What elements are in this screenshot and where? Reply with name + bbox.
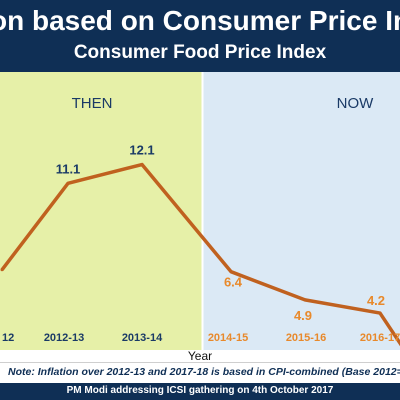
page-title: on based on Consumer Price Indice bbox=[0, 5, 400, 36]
data-point bbox=[303, 298, 307, 302]
data-label: 4.9 bbox=[294, 308, 312, 323]
header-bar: on based on Consumer Price Indice Consum… bbox=[0, 0, 400, 72]
then-panel bbox=[0, 72, 202, 350]
x-tick-label: 2012-13 bbox=[44, 332, 84, 344]
x-tick-label: 2015-16 bbox=[286, 332, 326, 344]
x-tick-label: 12 bbox=[2, 332, 14, 344]
data-point bbox=[0, 268, 4, 272]
page-subtitle: Consumer Food Price Index bbox=[73, 42, 327, 63]
now-label: NOW bbox=[337, 95, 375, 112]
x-tick-label: 2014-15 bbox=[208, 332, 248, 344]
inflation-note: Note: Inflation over 2012-13 and 2017-18… bbox=[8, 366, 400, 378]
x-tick-label: 2016-17 bbox=[360, 332, 400, 344]
note-bar: Note: Inflation over 2012-13 and 2017-18… bbox=[0, 362, 400, 383]
data-point bbox=[378, 311, 382, 315]
data-point bbox=[66, 181, 70, 185]
then-label: THEN bbox=[72, 95, 113, 112]
data-label: 6.4 bbox=[224, 275, 243, 290]
data-label: 4.2 bbox=[367, 293, 385, 308]
x-axis-label: Year bbox=[187, 349, 213, 363]
data-point bbox=[229, 270, 233, 274]
data-label: 11.1 bbox=[56, 161, 81, 176]
photo-caption: PM Modi addressing ICSI gathering on 4th… bbox=[66, 385, 334, 396]
line-chart: THEN NOW 11.1 12.1 6.4 4.9 4.2 12 2012-13 2013-… bbox=[0, 72, 400, 350]
footer-bar: PM Modi addressing ICSI gathering on 4th… bbox=[0, 383, 400, 400]
data-label: 12.1 bbox=[129, 143, 154, 158]
data-point bbox=[140, 163, 144, 167]
x-tick-label: 2013-14 bbox=[122, 332, 163, 344]
now-panel bbox=[203, 72, 400, 350]
